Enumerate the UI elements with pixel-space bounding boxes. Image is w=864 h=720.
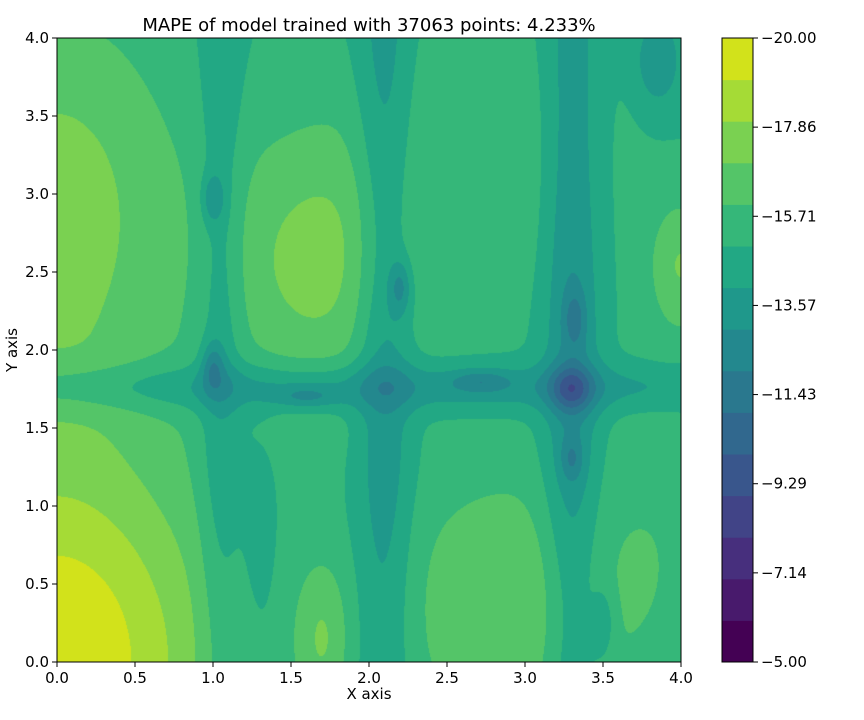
chart-title: MAPE of model trained with 37063 points:… — [142, 15, 595, 36]
colorbar-band — [722, 287, 753, 330]
y-tick-label: 0.5 — [25, 575, 49, 593]
x-tick-label: 0.5 — [123, 669, 147, 687]
y-axis: 0.0 0.5 1.0 1.5 2.0 2.5 3.0 3.5 4.0 — [25, 29, 57, 671]
colorbar: −20.00 −17.86 −15.71 −13.57 −11.43 −9.29 −7.14… — [721, 29, 817, 671]
colorbar-band — [722, 204, 753, 247]
contour-field — [57, 38, 681, 662]
colorbar-band — [722, 578, 753, 621]
colorbar-band — [722, 454, 753, 497]
colorbar-band — [722, 329, 753, 372]
colorbar-band — [722, 246, 753, 289]
y-axis-label: Y axis — [3, 328, 21, 373]
x-axis: 0.0 0.5 1.0 1.5 2.0 2.5 3.0 3.5 4.0 — [45, 662, 693, 687]
y-tick-label: 3.5 — [25, 107, 49, 125]
x-tick-label: 1.0 — [201, 669, 225, 687]
y-tick-label: 2.0 — [25, 341, 49, 359]
y-tick-label: 3.0 — [25, 185, 49, 203]
colorbar-band — [722, 121, 753, 164]
colorbar-band — [722, 79, 753, 122]
x-axis-label: X axis — [346, 685, 391, 703]
colorbar-tick-label: −20.00 — [761, 29, 817, 47]
x-tick-label: 4.0 — [669, 669, 693, 687]
colorbar-tick-label: −9.29 — [761, 475, 807, 493]
colorbar-band — [722, 537, 753, 580]
x-tick-label: 2.0 — [357, 669, 381, 687]
colorbar-band — [722, 162, 753, 205]
plot-area — [56, 37, 682, 663]
colorbar-tick-label: −17.86 — [761, 118, 817, 136]
x-tick-label: 3.5 — [591, 669, 615, 687]
colorbar-band — [722, 495, 753, 538]
colorbar-tick-label: −11.43 — [761, 386, 817, 404]
y-tick-label: 1.5 — [25, 419, 49, 437]
colorbar-tick-label: −5.00 — [761, 653, 807, 671]
colorbar-tick-label: −13.57 — [761, 296, 817, 314]
colorbar-band — [722, 38, 753, 81]
colorbar-tick-label: −7.14 — [761, 564, 807, 582]
y-tick-label: 1.0 — [25, 497, 49, 515]
colorbar-band — [722, 370, 753, 413]
x-tick-label: 0.0 — [45, 669, 69, 687]
x-tick-label: 2.5 — [435, 669, 459, 687]
x-tick-label: 1.5 — [279, 669, 303, 687]
y-tick-label: 2.5 — [25, 263, 49, 281]
colorbar-band — [722, 412, 753, 455]
colorbar-frame — [721, 37, 754, 663]
y-tick-label: 0.0 — [25, 653, 49, 671]
y-tick-label: 4.0 — [25, 29, 49, 47]
x-tick-label: 3.0 — [513, 669, 537, 687]
colorbar-band — [722, 620, 753, 663]
colorbar-tick-label: −15.71 — [761, 207, 817, 225]
